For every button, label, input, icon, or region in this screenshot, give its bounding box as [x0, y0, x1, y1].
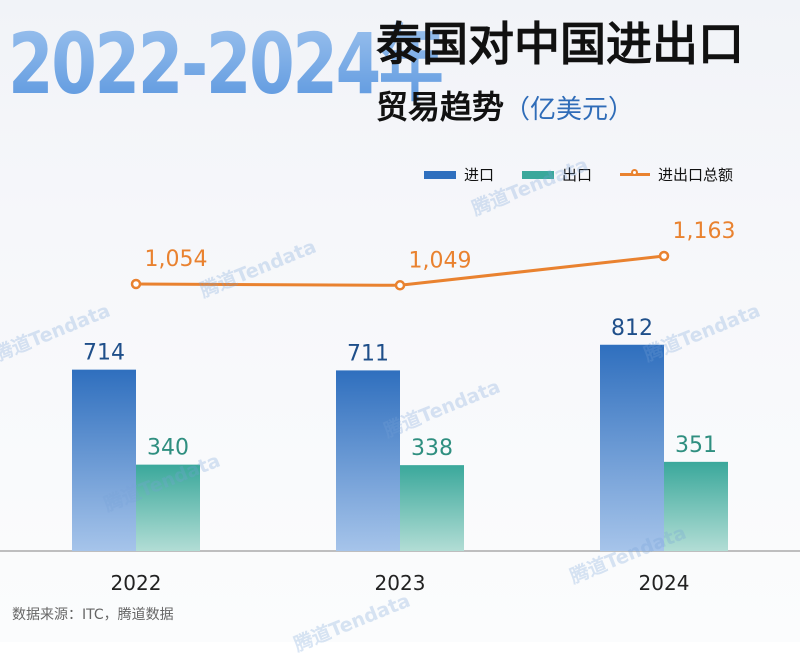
- legend-item-import: 进口: [424, 164, 494, 185]
- bar-import: [72, 369, 136, 551]
- legend-dot-total: [631, 169, 639, 176]
- bar-import-label: 812: [611, 316, 653, 341]
- title-year-range: 2022-2024年: [8, 4, 444, 124]
- bar-export-label: 351: [675, 433, 717, 458]
- legend-label-import: 进口: [464, 166, 495, 184]
- bar-export: [400, 465, 464, 551]
- chart-title: 泰国对中国进出口: [376, 17, 744, 71]
- data-source: 数据来源：ITC，腾道数据: [12, 607, 174, 623]
- chart-subtitle: 贸易趋势（亿美元）: [376, 82, 634, 135]
- x-tick-label: 2022: [111, 571, 162, 595]
- point-total-label: 1,163: [673, 219, 736, 244]
- subtitle-text: 贸易趋势: [376, 88, 505, 126]
- bar-export-label: 338: [411, 436, 453, 461]
- legend: 进口 出口 进出口总额: [424, 164, 761, 185]
- x-tick-label: 2023: [375, 571, 426, 595]
- legend-swatch-export: [522, 170, 555, 179]
- point-total: [658, 250, 670, 262]
- bar-import: [600, 344, 664, 551]
- bar-export-label: 340: [147, 436, 189, 461]
- point-total-label: 1,054: [145, 247, 208, 272]
- legend-swatch-import: [424, 170, 456, 179]
- bar-import-label: 714: [83, 341, 125, 366]
- legend-item-export: 出口: [522, 164, 592, 185]
- legend-label-export: 出口: [562, 166, 593, 184]
- bar-import: [336, 370, 400, 551]
- x-tick-label: 2024: [639, 571, 690, 595]
- unit-label: （亿美元）: [504, 95, 635, 125]
- legend-item-total: 进出口总额: [620, 164, 733, 185]
- bar-export: [664, 461, 728, 551]
- bar-export: [136, 464, 200, 551]
- bar-import-label: 711: [347, 341, 389, 366]
- point-total-label: 1,049: [409, 248, 472, 273]
- point-total: [130, 278, 142, 290]
- legend-swatch-total: [620, 169, 651, 176]
- chart-area: 714 340 2022 711 338 2023 812 351 2024 1,054 1,049…: [0, 219, 800, 595]
- legend-label-total: 进出口总额: [658, 166, 734, 184]
- point-total: [394, 280, 406, 291]
